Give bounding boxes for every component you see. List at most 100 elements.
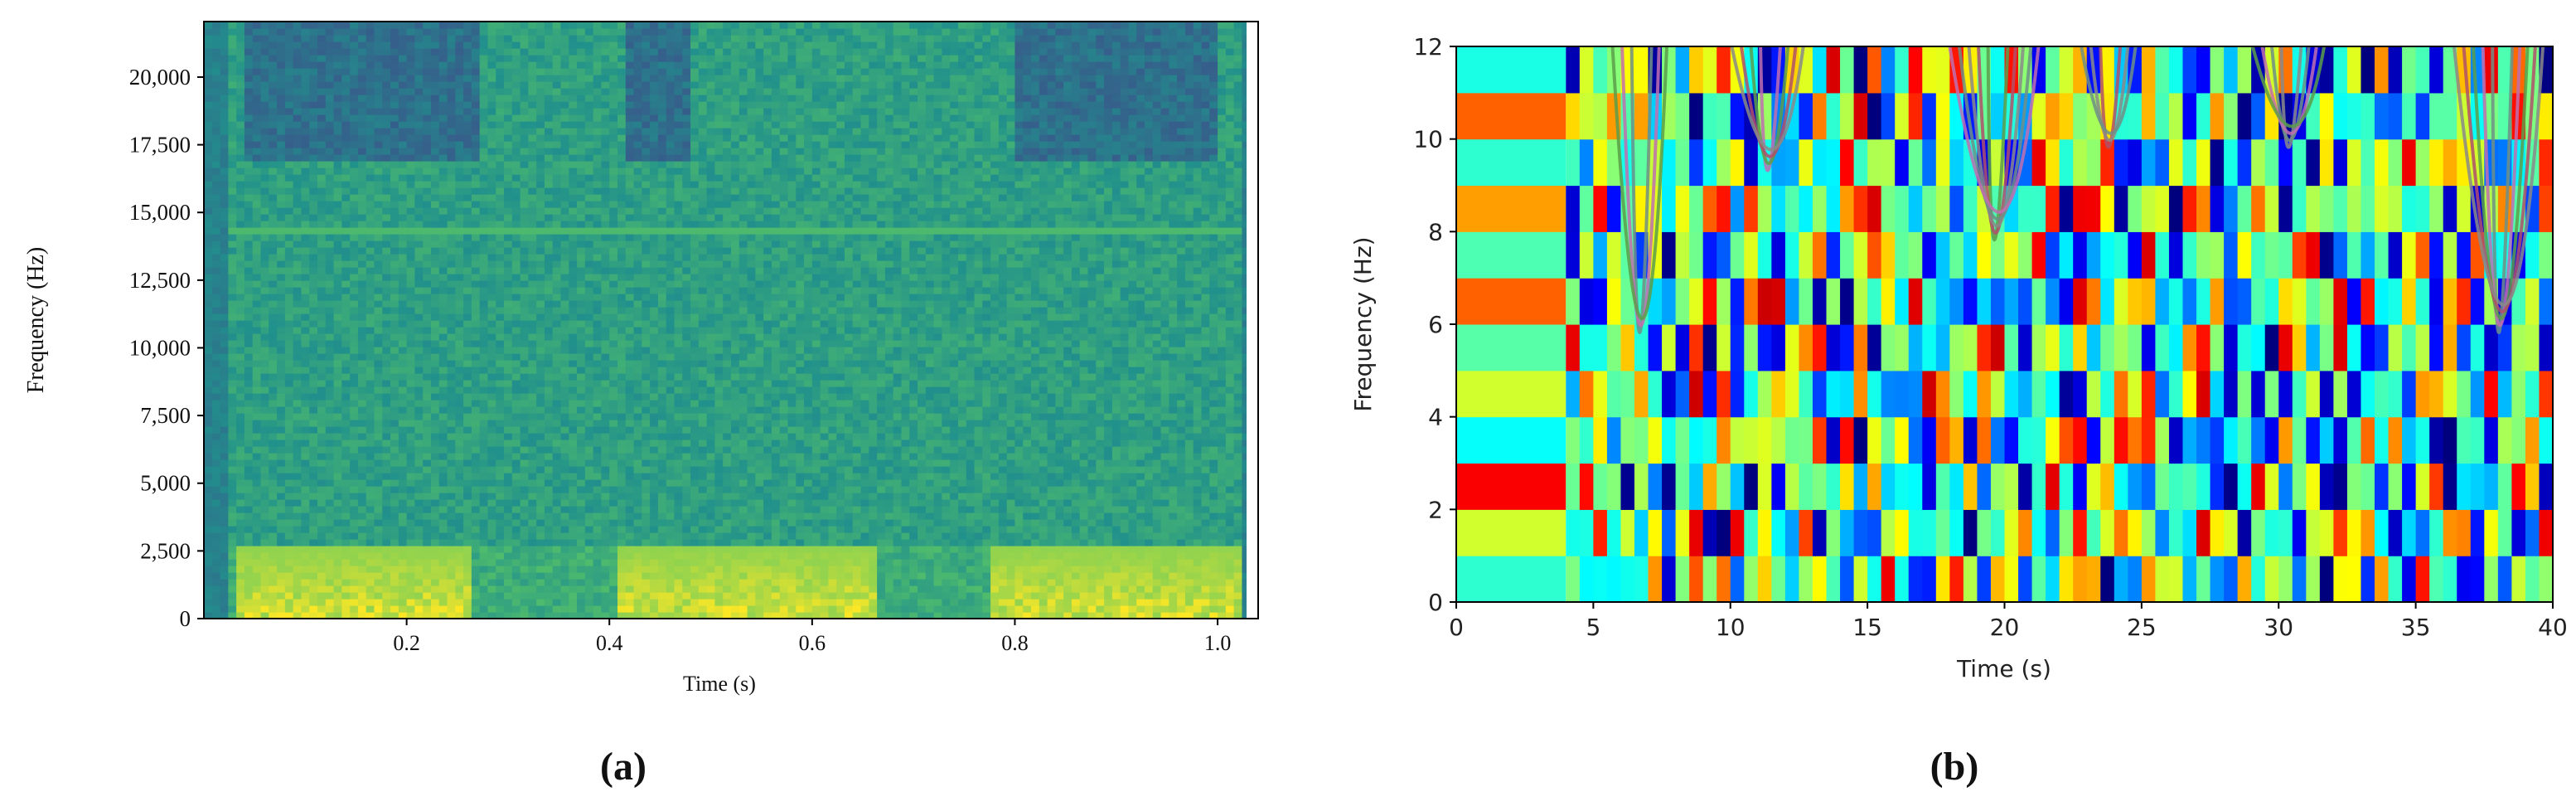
spectrogram-a-cell — [366, 373, 375, 381]
spectrogram-a-cell — [479, 194, 489, 202]
spectrogram-a-cell — [528, 353, 537, 361]
spectrogram-a-cell — [479, 367, 489, 374]
spectrogram-a-cell — [366, 426, 375, 434]
spectrogram-a-cell — [479, 380, 489, 387]
spectrogram-a-cell — [633, 473, 642, 480]
spectrogram-a-cell — [398, 168, 408, 175]
spectrogram-a-cell — [511, 95, 521, 102]
spectrogram-a-cell — [487, 254, 496, 261]
spectrogram-a-cell — [609, 260, 618, 268]
spectrogram-a-cell — [366, 546, 375, 553]
spectrogram-a-cell — [423, 459, 432, 467]
spectrogram-a-cell — [455, 559, 464, 566]
spectrogram-a-cell — [438, 307, 448, 314]
spectrogram-a-cell — [447, 114, 456, 122]
spectrogram-a-cell — [414, 566, 424, 573]
spectrogram-a-cell — [496, 134, 505, 142]
spectrogram-a-cell — [487, 512, 496, 520]
spectrogram-a-cell — [504, 426, 513, 434]
spectrogram-a-cell — [374, 41, 383, 49]
spectrogram-a-cell — [293, 168, 303, 175]
spectrogram-a-cell — [366, 473, 375, 480]
spectrogram-a-cell — [438, 207, 448, 215]
spectrogram-a-cell — [455, 227, 464, 235]
spectrogram-a-cell — [325, 101, 335, 109]
spectrogram-a-cell — [447, 433, 456, 440]
spectrogram-a-cell — [584, 380, 594, 387]
spectrogram-a-cell — [309, 393, 318, 401]
spectrogram-a-cell — [617, 234, 627, 241]
spectrogram-a-cell — [447, 41, 456, 49]
spectrogram-a-cell — [414, 360, 424, 367]
spectrogram-a-cell — [438, 148, 448, 155]
spectrogram-a-cell — [455, 380, 464, 387]
spectrogram-a-cell — [350, 347, 359, 354]
spectrogram-a-cell — [220, 340, 229, 347]
spectrogram-a-cell — [220, 154, 229, 162]
spectrogram-a-cell — [236, 307, 245, 314]
spectrogram-a-cell — [252, 128, 262, 135]
spectrogram-a-cell — [471, 612, 481, 619]
spectrogram-a-cell — [455, 479, 464, 487]
spectrogram-a-cell — [528, 347, 537, 354]
spectrogram-a-cell — [236, 227, 245, 235]
spectrogram-a-cell — [325, 360, 335, 367]
spectrogram-a-cell — [204, 486, 213, 493]
spectrogram-a-cell — [536, 227, 545, 235]
spectrogram-a-cell — [325, 526, 335, 533]
spectrogram-a-cell — [269, 287, 278, 294]
spectrogram-a-cell — [244, 393, 254, 401]
spectrogram-a-cell — [204, 294, 213, 301]
spectrogram-a-cell — [236, 605, 245, 613]
spectrogram-a-cell — [569, 413, 578, 420]
spectrogram-a-cell — [382, 446, 391, 454]
spectrogram-a-cell — [277, 439, 286, 447]
spectrogram-a-cell — [374, 566, 383, 573]
spectrogram-a-cell — [220, 313, 229, 321]
spectrogram-a-cell — [430, 333, 440, 341]
spectrogram-a-cell — [438, 108, 448, 115]
spectrogram-a-cell — [528, 400, 537, 407]
spectrogram-a-cell — [633, 260, 642, 268]
spectrogram-a-cell — [438, 579, 448, 586]
spectrogram-a-cell — [633, 227, 642, 235]
spectrogram-a-cell — [447, 128, 456, 135]
spectrogram-a-cell — [520, 559, 529, 566]
spectrogram-a-cell — [438, 22, 448, 29]
spectrogram-a-cell — [350, 479, 359, 487]
spectrogram-a-cell — [438, 141, 448, 148]
spectrogram-a-cell — [228, 221, 237, 228]
spectrogram-a-cell — [617, 101, 627, 109]
spectrogram-a-cell — [220, 161, 229, 168]
spectrogram-a-cell — [438, 41, 448, 49]
spectrogram-a-cell — [496, 466, 505, 473]
spectrogram-a-cell — [301, 599, 310, 606]
spectrogram-a-cell — [584, 254, 594, 261]
spectrogram-a-cell — [496, 181, 505, 188]
spectrogram-a-cell — [350, 493, 359, 500]
spectrogram-a-cell — [438, 214, 448, 221]
spectrogram-a-cell — [341, 134, 351, 142]
spectrogram-a-cell — [536, 161, 545, 168]
spectrogram-a-cell — [584, 373, 594, 381]
spectrogram-a-cell — [382, 406, 391, 414]
spectrogram-a-cell — [269, 68, 278, 75]
spectrogram-a-cell — [544, 486, 554, 493]
spectrogram-a-cell — [204, 181, 213, 188]
spectrogram-a-cell — [593, 88, 603, 95]
spectrogram-a-cell — [496, 519, 505, 527]
spectrogram-a-cell — [357, 294, 367, 301]
spectrogram-a-cell — [211, 114, 221, 122]
spectrogram-a-cell — [625, 473, 635, 480]
spectrogram-a-cell — [414, 367, 424, 374]
spectrogram-a-cell — [350, 234, 359, 241]
spectrogram-a-cell — [204, 101, 213, 109]
spectrogram-a-cell — [463, 566, 472, 573]
spectrogram-a-cell — [552, 187, 562, 195]
spectrogram-a-cell — [220, 247, 229, 255]
spectrogram-a-cell — [496, 154, 505, 162]
spectrogram-a-cell — [293, 532, 303, 540]
spectrogram-a-cell — [593, 300, 603, 308]
spectrogram-a-cell — [438, 420, 448, 427]
spectrogram-a-cell — [552, 95, 562, 102]
